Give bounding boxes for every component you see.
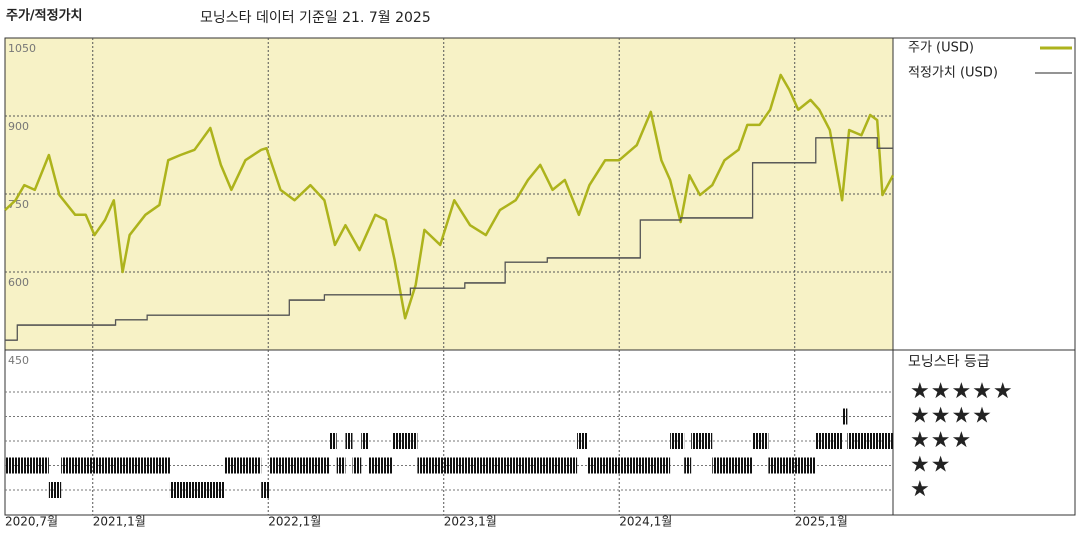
rating-label: ★★★ <box>910 428 972 453</box>
rating-bar <box>712 457 753 474</box>
rating-bar <box>768 457 816 474</box>
y-tick-label: 900 <box>8 120 29 133</box>
rating-bar <box>842 408 848 425</box>
rating-bar <box>815 433 843 449</box>
rating-bar <box>361 433 369 449</box>
rating-bar <box>752 433 769 449</box>
rating-bar <box>61 457 170 474</box>
x-tick-label: 2024,1월 <box>619 515 672 529</box>
rating-bar <box>670 433 685 449</box>
y-tick-label: 450 <box>8 354 29 367</box>
rating-bar <box>345 433 353 449</box>
rating-bar <box>417 457 578 474</box>
rating-bar <box>368 457 393 474</box>
legend-label: 적정가치 (USD) <box>908 66 998 81</box>
rating-bar <box>169 482 225 498</box>
rating-bar <box>48 482 62 498</box>
rating-bar <box>336 457 346 474</box>
rating-bar <box>392 433 418 449</box>
price-line <box>4 73 895 320</box>
rating-bar <box>352 457 362 474</box>
y-tick-label: 1050 <box>8 42 36 55</box>
x-tick-label: 2021,1월 <box>93 515 146 529</box>
x-tick-label: 2022,1월 <box>268 515 321 529</box>
x-tick-label: 2025,1월 <box>795 515 848 529</box>
rating-bar <box>587 457 671 474</box>
legend-label: 주가 (USD) <box>908 41 974 56</box>
rating-label: ★★★★ <box>910 404 993 429</box>
rating-label: ★★ <box>910 453 951 478</box>
chart-subtitle: 모닝스타 데이터 기준일 21. 7월 2025 <box>200 10 431 26</box>
frame <box>4 37 1076 516</box>
chart-title: 주가/적정가치 <box>6 8 83 24</box>
y-tick-label: 600 <box>8 276 29 289</box>
rating-bar <box>261 482 270 498</box>
rating-bar <box>5 457 49 474</box>
rating-bar <box>691 433 713 449</box>
rating-bar <box>577 433 588 449</box>
rating-title: 모닝스타 등급 <box>908 354 990 370</box>
rating-label: ★★★★★ <box>910 379 1014 404</box>
rating-bar <box>269 457 330 474</box>
x-tick-label: 2020,7월 <box>5 515 58 529</box>
rating-bar <box>329 433 337 449</box>
x-tick-label: 2023,1월 <box>444 515 497 529</box>
rating-bar <box>847 433 893 449</box>
rating-label: ★ <box>910 477 931 502</box>
rating-bar <box>224 457 262 474</box>
rating-bar <box>684 457 692 474</box>
